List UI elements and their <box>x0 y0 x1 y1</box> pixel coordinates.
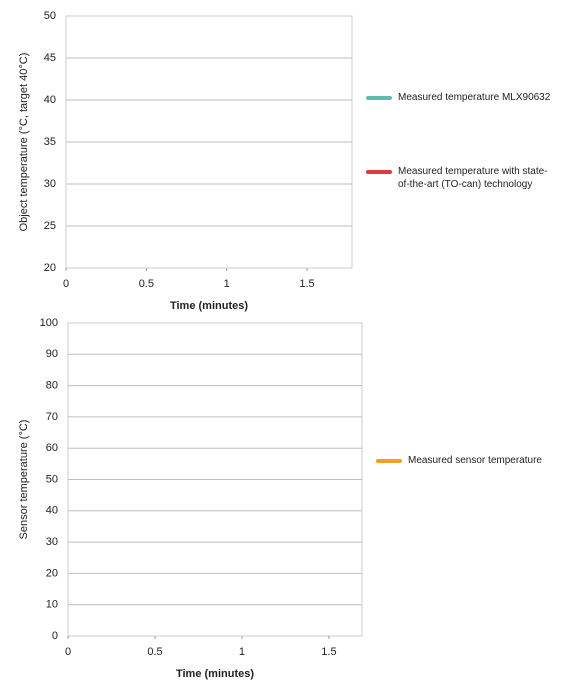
y-tick-label: 20 <box>46 567 58 579</box>
y-tick-label: 0 <box>52 630 58 642</box>
y-axis-label: Object temperature (°C, target 40°C) <box>18 53 30 232</box>
y-tick-label: 35 <box>44 136 56 148</box>
x-tick-label: 0 <box>63 278 69 290</box>
y-tick-label: 80 <box>46 380 58 392</box>
legend-label: Measured temperature with state-of-the-a… <box>398 166 548 190</box>
legend-label: Measured sensor temperature <box>408 455 542 466</box>
x-tick-label: 1.5 <box>299 278 314 290</box>
y-tick-label: 40 <box>46 505 58 517</box>
y-tick-label: 25 <box>44 220 56 232</box>
x-tick-label: 0.5 <box>147 646 162 658</box>
plot-frame <box>65 15 353 269</box>
y-tick-label: 45 <box>44 52 56 64</box>
y-tick-label: 100 <box>40 317 58 329</box>
x-tick-label: 1 <box>224 278 230 290</box>
y-tick-label: 30 <box>44 178 56 190</box>
x-tick-label: 1.5 <box>321 646 336 658</box>
x-tick-label: 0 <box>65 646 71 658</box>
legend-label: Measured temperature MLX90632 <box>398 92 551 103</box>
x-axis-label: Time (minutes) <box>176 668 254 680</box>
y-tick-label: 30 <box>46 536 58 548</box>
y-tick-label: 50 <box>46 473 58 485</box>
y-axis-label: Sensor temperature (°C) <box>18 420 30 540</box>
x-tick-label: 0.5 <box>139 278 154 290</box>
y-tick-label: 90 <box>46 348 58 360</box>
y-tick-label: 70 <box>46 411 58 423</box>
y-tick-label: 60 <box>46 442 58 454</box>
x-tick-label: 1 <box>239 646 245 658</box>
y-tick-label: 10 <box>46 599 58 611</box>
x-axis-label: Time (minutes) <box>170 300 248 312</box>
y-tick-label: 20 <box>44 262 56 274</box>
plot-frame <box>67 322 363 637</box>
y-tick-label: 50 <box>44 10 56 22</box>
y-tick-label: 40 <box>44 94 56 106</box>
